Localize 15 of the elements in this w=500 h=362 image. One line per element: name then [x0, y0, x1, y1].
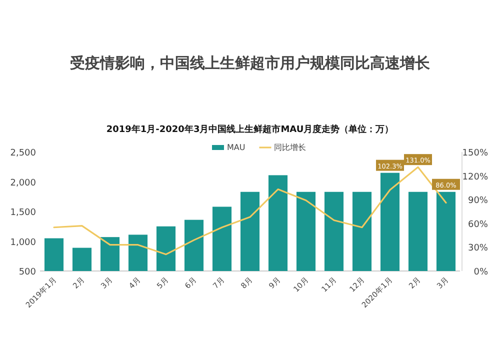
- y2-tick-label: 30%: [468, 244, 488, 254]
- y2-tick-label: 0%: [474, 268, 488, 278]
- y-tick-label: 2,500: [10, 148, 36, 158]
- y2-tick-label: 120%: [462, 172, 488, 182]
- y2-tick-label: 150%: [462, 148, 488, 158]
- chart-subtitle: 2019年1月-2020年3月中国线上生鲜超市MAU月度走势（单位：万）: [106, 124, 394, 135]
- y-tick-label: 1,500: [10, 208, 36, 218]
- y-tick-label: 1,000: [10, 238, 36, 248]
- legend-label: 同比增长: [274, 143, 306, 152]
- chart-title: 受疫情影响，中国线上生鲜超市用户规模同比高速增长: [69, 54, 431, 72]
- y-tick-label: 500: [18, 268, 36, 278]
- y-tick-label: 2,000: [10, 178, 36, 188]
- legend-label: MAU: [227, 143, 246, 152]
- y2-tick-label: 90%: [468, 196, 488, 206]
- y2-tick-label: 60%: [468, 220, 488, 230]
